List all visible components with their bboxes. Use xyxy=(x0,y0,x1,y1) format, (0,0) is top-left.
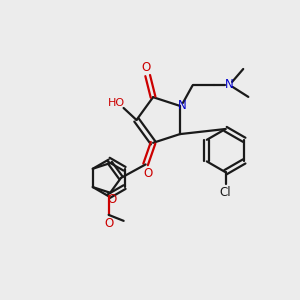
Text: N: N xyxy=(178,99,187,112)
Text: O: O xyxy=(107,193,116,206)
Text: HO: HO xyxy=(108,98,125,108)
Text: O: O xyxy=(142,61,151,74)
Text: O: O xyxy=(143,167,153,180)
Text: N: N xyxy=(225,78,234,91)
Text: Cl: Cl xyxy=(220,185,231,199)
Text: O: O xyxy=(104,218,113,230)
